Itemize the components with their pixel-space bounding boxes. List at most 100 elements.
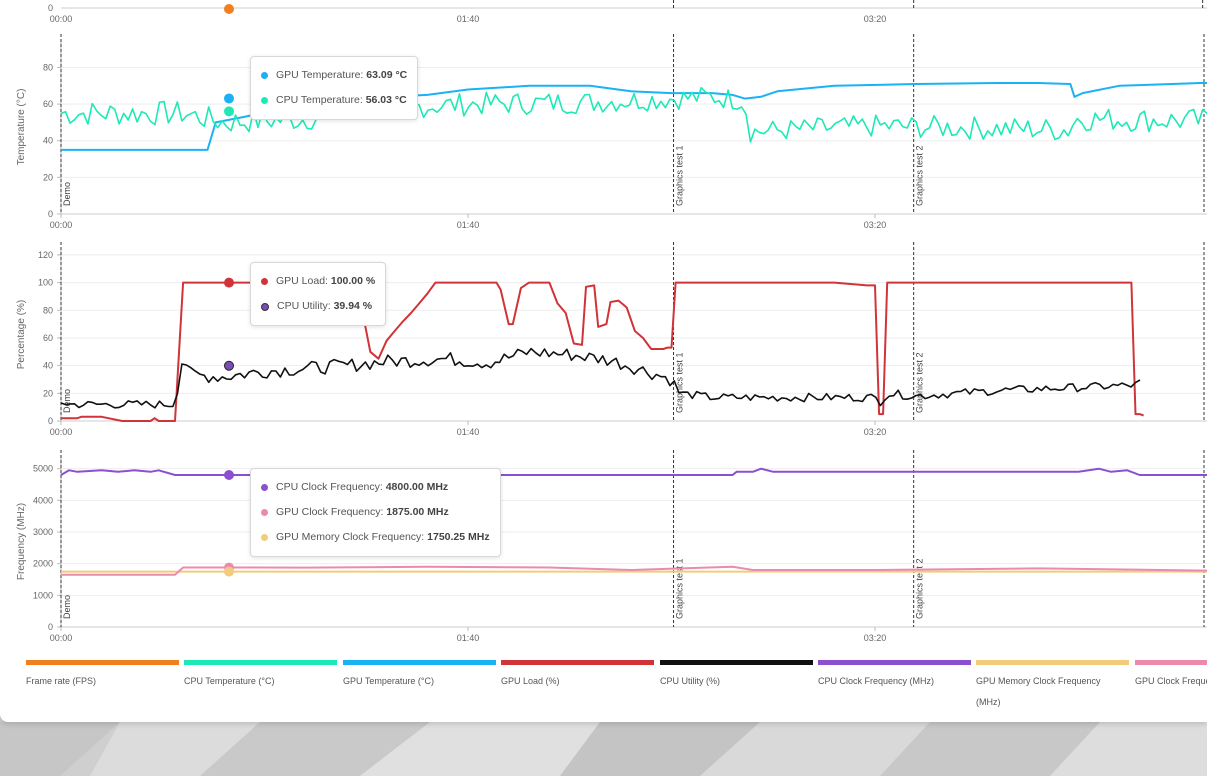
frequency-tooltip: CPU Clock Frequency: 4800.00 MHz GPU Clo… bbox=[250, 468, 501, 557]
tooltip-label: GPU Temperature: bbox=[276, 69, 364, 81]
cpu-clock-dot-icon bbox=[261, 484, 268, 491]
y-tick-label: 120 bbox=[38, 250, 53, 260]
tooltip-label: GPU Clock Frequency: bbox=[276, 506, 384, 518]
legend-swatch bbox=[1135, 660, 1207, 665]
tooltip-row-gpu-load: GPU Load: 100.00 % bbox=[261, 269, 375, 294]
x-tick-label: 03:20 bbox=[864, 633, 887, 643]
marker-label: Graphics test 2 bbox=[915, 558, 925, 619]
gpu-temp-hover-point bbox=[224, 93, 234, 104]
tooltip-value: 63.09 °C bbox=[366, 69, 408, 81]
y-tick-label: 20 bbox=[43, 172, 53, 182]
y-tick-label: 20 bbox=[43, 388, 53, 398]
legend-swatch bbox=[501, 660, 654, 665]
legend-item-gpu-clock[interactable]: GPU Clock Frequency (MHz) bbox=[1135, 660, 1207, 692]
marker-label: Graphics test 1 bbox=[675, 145, 685, 206]
temperature-tooltip: GPU Temperature: 63.09 °C CPU Temperatur… bbox=[250, 56, 419, 120]
marker-label: Graphics test 2 bbox=[915, 145, 925, 206]
tooltip-label: GPU Load: bbox=[276, 275, 328, 287]
y-tick-label: 2000 bbox=[33, 559, 53, 569]
legend-swatch bbox=[343, 660, 496, 665]
tooltip-row-cpu-utility: CPU Utility: 39.94 % bbox=[261, 294, 375, 319]
y-tick-label: 1000 bbox=[33, 590, 53, 600]
tooltip-label: CPU Temperature: bbox=[276, 94, 363, 106]
y-tick-label: 0 bbox=[48, 416, 53, 426]
x-tick-label: 03:20 bbox=[864, 14, 887, 24]
tooltip-value: 1875.00 MHz bbox=[386, 506, 449, 518]
cpu-utility-dot-icon bbox=[261, 302, 269, 311]
legend-label: GPU Load (%) bbox=[501, 676, 560, 686]
gpu-clock-line bbox=[61, 565, 1207, 576]
cpu-utility-hover-point bbox=[224, 360, 234, 371]
legend-item-gpu-load[interactable]: GPU Load (%) bbox=[501, 660, 654, 692]
cpu-clock-hover-point bbox=[224, 470, 234, 480]
tooltip-value: 39.94 % bbox=[333, 300, 373, 312]
marker-label: Demo bbox=[62, 389, 72, 413]
tooltip-row-gpu-clock: GPU Clock Frequency: 1875.00 MHz bbox=[261, 500, 490, 525]
marker-label: Demo bbox=[62, 182, 72, 206]
marker-label: Demo bbox=[62, 595, 72, 619]
tooltip-row-gpu-mem-clock: GPU Memory Clock Frequency: 1750.25 MHz bbox=[261, 525, 490, 550]
y-tick-label: 3000 bbox=[33, 527, 53, 537]
x-tick-label: 01:40 bbox=[457, 14, 480, 24]
y-tick-label: 40 bbox=[43, 361, 53, 371]
x-tick-label: 03:20 bbox=[864, 220, 887, 230]
chart-card bbox=[0, 0, 1207, 722]
tooltip-label: CPU Utility: bbox=[277, 300, 331, 312]
legend-label: CPU Utility (%) bbox=[660, 676, 720, 686]
legend-swatch bbox=[818, 660, 971, 665]
tooltip-label: CPU Clock Frequency: bbox=[276, 481, 383, 493]
gpu-mem-clock-dot-icon bbox=[261, 534, 268, 541]
tooltip-value: 100.00 % bbox=[330, 275, 376, 287]
gpu-mem-clock-hover-point bbox=[224, 566, 234, 577]
y-tick-label: 80 bbox=[43, 305, 53, 315]
legend-label: CPU Clock Frequency (MHz) bbox=[818, 676, 935, 686]
x-tick-label: 00:00 bbox=[50, 220, 73, 230]
legend-label: GPU Clock Frequency (MHz) bbox=[1135, 676, 1207, 686]
cpu-utility-line bbox=[60, 347, 1141, 409]
y-tick-label: 0 bbox=[48, 209, 53, 219]
legend-label: GPU Temperature (°C) bbox=[343, 676, 434, 686]
legend-swatch bbox=[976, 660, 1129, 665]
legend-item-gpu-mem-clock[interactable]: GPU Memory Clock Frequency (MHz) bbox=[976, 660, 1129, 710]
percentage-tooltip: GPU Load: 100.00 % CPU Utility: 39.94 % bbox=[250, 262, 387, 326]
tooltip-label: GPU Memory Clock Frequency: bbox=[276, 531, 425, 543]
tooltip-value: 4800.00 MHz bbox=[385, 481, 449, 493]
legend-item-cpu-temp[interactable]: CPU Temperature (°C) bbox=[184, 660, 337, 692]
x-tick-label: 01:40 bbox=[457, 427, 480, 437]
temperature-axis-label: Temperature (°C) bbox=[16, 89, 27, 166]
legend-item-gpu-temp[interactable]: GPU Temperature (°C) bbox=[343, 660, 496, 692]
y-tick-label: 0 bbox=[48, 622, 53, 632]
marker-label: Graphics test 1 bbox=[675, 352, 685, 413]
x-tick-label: 01:40 bbox=[457, 633, 480, 643]
legend-swatch bbox=[184, 660, 337, 665]
tooltip-row-cpu-temp: CPU Temperature: 56.03 °C bbox=[261, 88, 407, 113]
y-tick-label: 80 bbox=[43, 62, 53, 72]
x-tick-label: 00:00 bbox=[50, 427, 73, 437]
y-tick-label: 5000 bbox=[33, 464, 53, 474]
legend-item-cpu-clock[interactable]: CPU Clock Frequency (MHz) bbox=[818, 660, 971, 692]
marker-label: Graphics test 2 bbox=[915, 352, 925, 413]
gpu-clock-dot-icon bbox=[261, 509, 268, 516]
legend-item-fps[interactable]: Frame rate (FPS) bbox=[26, 660, 179, 692]
cpu-temperature-line bbox=[60, 86, 1207, 143]
legend-swatch bbox=[660, 660, 813, 665]
gpu-load-hover-point bbox=[224, 277, 234, 288]
cpu-clock-line bbox=[60, 467, 1207, 476]
gpu-temp-dot-icon bbox=[261, 72, 268, 79]
cpu-temp-hover-point bbox=[224, 106, 234, 117]
y-tick-label: 60 bbox=[43, 333, 53, 343]
cpu-temp-dot-icon bbox=[261, 97, 268, 104]
legend-swatch bbox=[26, 660, 179, 665]
percentage-axis-label: Percentage (%) bbox=[16, 300, 27, 369]
y-tick-label: 0 bbox=[48, 3, 53, 13]
x-tick-label: 00:00 bbox=[50, 14, 73, 24]
marker-label: Graphics test 1 bbox=[675, 558, 685, 619]
legend-label: GPU Memory Clock Frequency (MHz) bbox=[976, 676, 1101, 707]
y-tick-label: 100 bbox=[38, 278, 53, 288]
x-tick-label: 00:00 bbox=[50, 633, 73, 643]
legend-label: CPU Temperature (°C) bbox=[184, 676, 275, 686]
legend-item-cpu-utility[interactable]: CPU Utility (%) bbox=[660, 660, 813, 692]
x-tick-label: 03:20 bbox=[864, 427, 887, 437]
fps-hover-point bbox=[224, 4, 234, 14]
